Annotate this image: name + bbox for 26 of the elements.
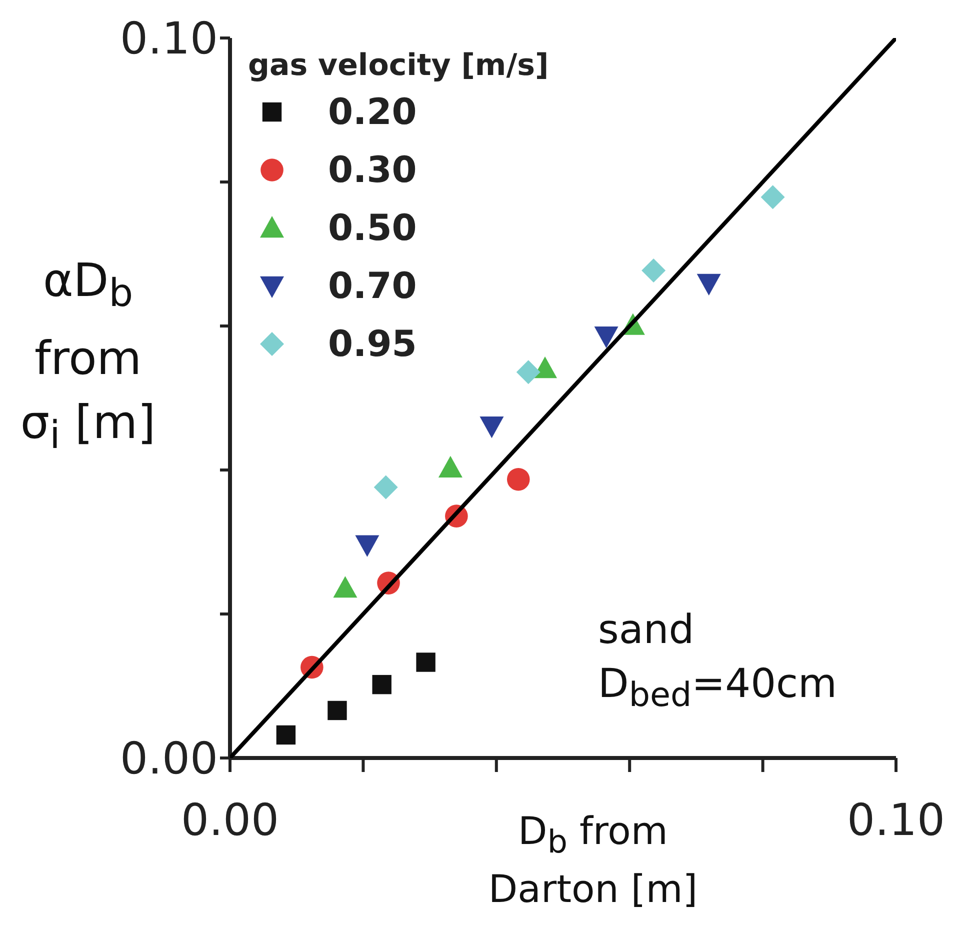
point	[372, 674, 392, 694]
point	[374, 475, 398, 500]
point	[594, 326, 618, 348]
point	[760, 185, 785, 210]
point	[506, 468, 530, 491]
point	[416, 652, 436, 672]
point	[516, 360, 540, 384]
annotation: sand	[598, 606, 696, 655]
x-axis-title: D$_{b}$ from Darton [m]	[487, 808, 699, 912]
point	[276, 725, 296, 745]
legend-label: 0.50	[328, 208, 417, 248]
point	[355, 535, 380, 557]
point	[438, 456, 462, 478]
y-axis-title: αD$_{b}$ from σ$_{i}$ [m]	[19, 252, 157, 460]
legend-label: 0.95	[328, 324, 417, 364]
point	[533, 356, 558, 378]
legend-label: 0.20	[328, 92, 417, 132]
legend-label: 0.70	[328, 266, 417, 306]
point	[480, 416, 504, 438]
point	[333, 576, 358, 598]
point	[328, 700, 347, 720]
legend-label: 0.30	[328, 150, 417, 190]
annotation: D$_{bed}$=40cm	[598, 660, 838, 716]
point	[696, 274, 721, 296]
point	[642, 258, 666, 283]
legend-title: gas velocity [m/s]	[248, 48, 549, 83]
